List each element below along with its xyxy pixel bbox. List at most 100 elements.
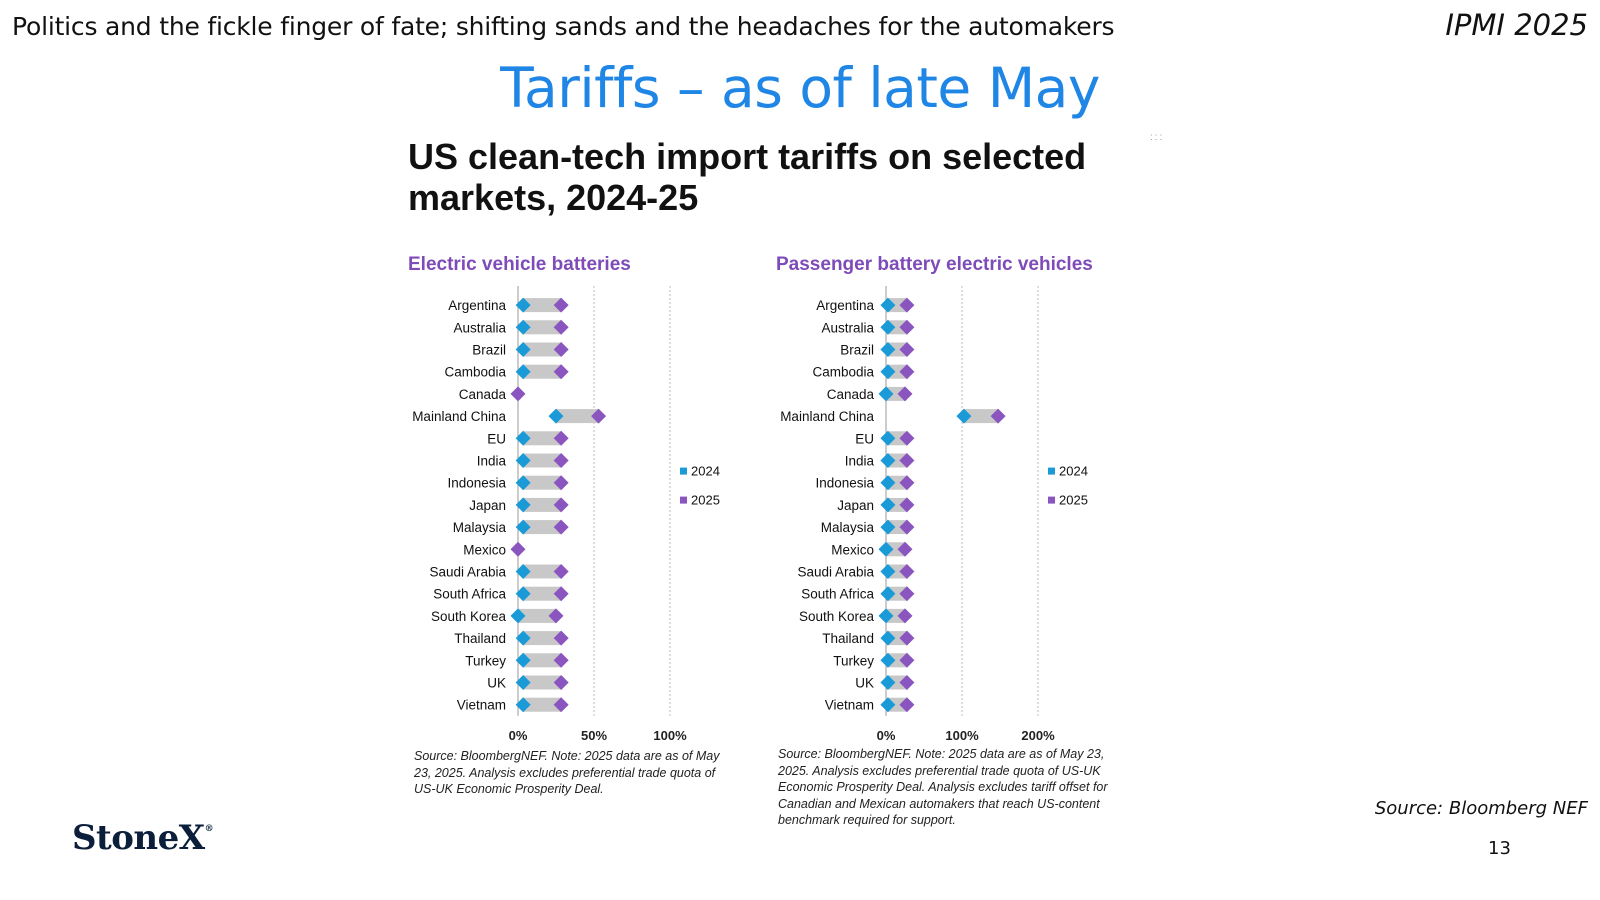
marker-2025 <box>899 652 915 668</box>
marker-2024 <box>515 652 531 668</box>
marker-2024 <box>880 497 896 513</box>
logo-text: StoneX <box>72 818 205 858</box>
category-label: Vietnam <box>825 698 874 713</box>
marker-2024 <box>878 608 894 624</box>
marker-2024 <box>880 652 896 668</box>
legend-label-2025: 2025 <box>1059 493 1088 508</box>
range-bar <box>523 320 562 335</box>
category-label: UK <box>855 676 874 691</box>
category-label: South Korea <box>799 609 875 624</box>
marker-2025 <box>897 386 913 402</box>
stonex-logo: StoneX® <box>72 818 214 858</box>
marker-2024 <box>515 497 531 513</box>
marker-2025 <box>553 342 569 357</box>
marker-2025 <box>899 342 915 357</box>
category-label: Australia <box>453 320 506 335</box>
category-label: South Africa <box>801 587 874 602</box>
legend-swatch-2025 <box>680 496 687 504</box>
marker-2025 <box>899 564 915 579</box>
category-label: India <box>477 454 507 469</box>
marker-2024 <box>515 675 531 690</box>
range-bar <box>523 453 562 468</box>
marker-2025 <box>548 608 564 624</box>
marker-2025 <box>553 652 569 668</box>
marker-2025 <box>510 541 526 557</box>
category-label: Japan <box>837 498 874 513</box>
marker-2024 <box>515 319 531 335</box>
marker-2025 <box>553 475 569 491</box>
marker-2025 <box>553 297 569 313</box>
range-bar <box>556 409 599 424</box>
marker-2025 <box>553 430 569 446</box>
range-bar <box>887 586 907 601</box>
category-label: Argentina <box>448 298 506 313</box>
category-label: South Africa <box>433 587 506 602</box>
category-label: Indonesia <box>815 476 874 491</box>
marker-2024 <box>880 430 896 446</box>
range-bar <box>886 542 905 557</box>
range-bar <box>887 431 907 446</box>
marker-2024 <box>880 519 896 535</box>
marker-2025 <box>553 497 569 513</box>
range-bar <box>963 409 999 424</box>
marker-2025 <box>899 497 915 513</box>
marker-2024 <box>515 297 531 313</box>
range-bar <box>886 608 905 623</box>
range-bar <box>523 586 562 601</box>
marker-2024 <box>880 564 896 579</box>
category-label: Vietnam <box>457 698 506 713</box>
marker-2025 <box>899 519 915 535</box>
marker-2025 <box>553 453 569 468</box>
category-label: EU <box>855 431 874 446</box>
category-label: Indonesia <box>447 476 506 491</box>
marker-2024 <box>515 519 531 535</box>
chart-heading: US clean-tech import tariffs on selected… <box>408 136 1087 218</box>
category-label: Cambodia <box>812 365 874 380</box>
range-bar <box>887 364 907 379</box>
marker-2025 <box>990 408 1006 424</box>
range-bar <box>523 431 562 446</box>
marker-2025 <box>899 586 915 602</box>
range-bar <box>523 475 562 490</box>
category-label: Malaysia <box>453 520 507 535</box>
category-label: Mexico <box>831 542 874 557</box>
x-tick-label: 50% <box>581 728 607 743</box>
category-label: Argentina <box>816 298 874 313</box>
range-bar <box>523 697 562 712</box>
range-bar <box>523 342 562 357</box>
legend-label-2024: 2024 <box>1059 464 1088 479</box>
marker-2024 <box>515 364 531 380</box>
category-label: Turkey <box>465 653 506 668</box>
range-bar <box>523 364 562 379</box>
range-bar <box>887 564 907 579</box>
category-label: South Korea <box>431 609 507 624</box>
marker-2024 <box>515 564 531 579</box>
marker-2024 <box>880 475 896 491</box>
legend-swatch-2024 <box>680 467 687 475</box>
range-bar <box>887 453 907 468</box>
panel-title-passenger-bev: Passenger battery electric vehicles <box>776 254 1093 275</box>
legend-label-2025: 2025 <box>691 493 720 508</box>
page-number: 13 <box>1488 838 1511 859</box>
range-bar <box>887 675 907 690</box>
marker-2024 <box>515 697 531 713</box>
x-tick-label: 200% <box>1021 728 1055 743</box>
category-label: UK <box>487 676 506 691</box>
marker-2024 <box>880 342 896 357</box>
marker-2024 <box>880 675 896 690</box>
marker-2024 <box>548 408 564 424</box>
x-tick-label: 0% <box>509 728 528 743</box>
panel-title-ev-batteries: Electric vehicle batteries <box>408 254 631 275</box>
x-tick-label: 100% <box>653 728 687 743</box>
category-label: Mexico <box>463 542 506 557</box>
marker-2024 <box>880 453 896 468</box>
marker-2025 <box>897 541 913 557</box>
panel-note-passenger-bev: Source: BloombergNEF. Note: 2025 data ar… <box>778 747 1108 827</box>
range-bar <box>887 631 907 646</box>
category-label: Saudi Arabia <box>797 565 874 580</box>
range-bar <box>887 497 907 512</box>
category-label: Mainland China <box>412 409 506 424</box>
marker-2024 <box>880 319 896 335</box>
marker-2024 <box>515 430 531 446</box>
category-label: Thailand <box>454 631 506 646</box>
